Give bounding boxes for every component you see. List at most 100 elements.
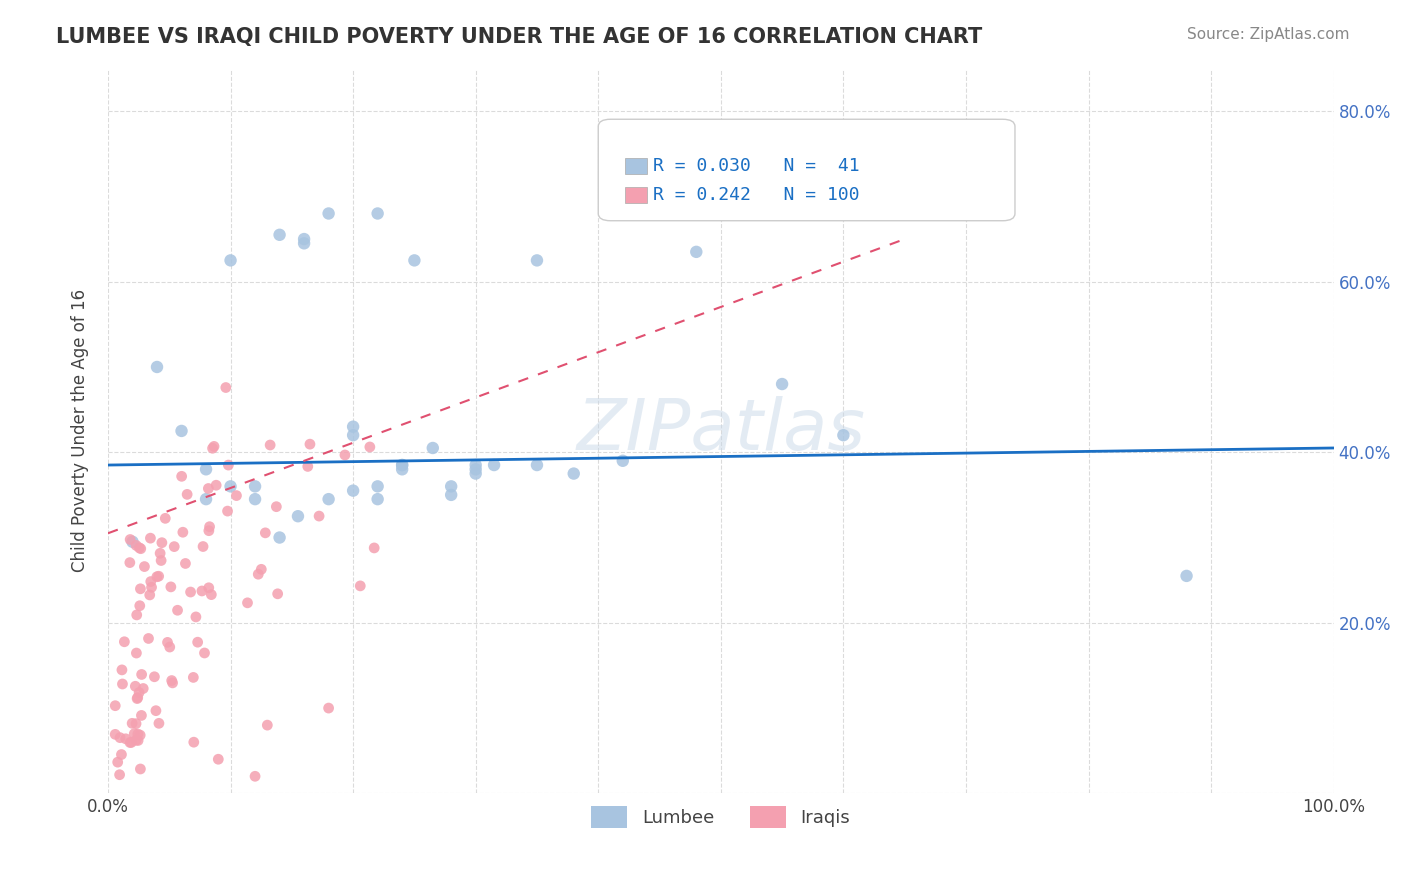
- Point: [139, 531, 162, 545]
- Point: [143, 670, 166, 684]
- FancyBboxPatch shape: [598, 120, 1015, 220]
- Point: [172, 525, 194, 540]
- Legend: Lumbee, Iraqis: Lumbee, Iraqis: [583, 798, 858, 835]
- Point: [256, 718, 278, 732]
- Point: [207, 752, 229, 766]
- Point: [217, 504, 239, 518]
- Point: [292, 236, 315, 251]
- Point: [342, 428, 364, 442]
- Point: [150, 535, 173, 549]
- Point: [138, 588, 160, 602]
- Point: [132, 681, 155, 696]
- Point: [197, 581, 219, 595]
- Point: [318, 701, 340, 715]
- Point: [118, 556, 141, 570]
- Point: [170, 424, 193, 438]
- Point: [125, 733, 148, 747]
- Point: [146, 359, 169, 374]
- Point: [349, 579, 371, 593]
- Point: [146, 570, 169, 584]
- Point: [134, 559, 156, 574]
- Point: [225, 489, 247, 503]
- Point: [124, 679, 146, 693]
- Point: [128, 685, 150, 699]
- Point: [125, 538, 148, 552]
- Point: [127, 691, 149, 706]
- Point: [198, 524, 221, 538]
- Point: [217, 458, 239, 472]
- Point: [108, 768, 131, 782]
- Point: [141, 580, 163, 594]
- Point: [125, 716, 148, 731]
- Point: [342, 483, 364, 498]
- Point: [308, 509, 330, 524]
- Point: [104, 698, 127, 713]
- Point: [440, 479, 463, 493]
- Point: [482, 458, 505, 472]
- Point: [111, 677, 134, 691]
- Point: [118, 735, 141, 749]
- Point: [243, 492, 266, 507]
- Point: [333, 448, 356, 462]
- Point: [150, 553, 173, 567]
- Point: [160, 673, 183, 688]
- Point: [174, 557, 197, 571]
- Point: [200, 588, 222, 602]
- Point: [193, 646, 215, 660]
- Point: [129, 582, 152, 596]
- Point: [292, 232, 315, 246]
- Point: [112, 634, 135, 648]
- Point: [359, 440, 381, 454]
- Point: [202, 439, 225, 453]
- Point: [120, 735, 142, 749]
- Point: [685, 244, 707, 259]
- Point: [198, 519, 221, 533]
- Point: [163, 540, 186, 554]
- FancyBboxPatch shape: [626, 158, 647, 174]
- Point: [191, 540, 214, 554]
- Point: [363, 541, 385, 555]
- Point: [266, 587, 288, 601]
- Point: [127, 690, 149, 705]
- Point: [404, 253, 426, 268]
- Point: [166, 603, 188, 617]
- Point: [111, 663, 134, 677]
- Point: [170, 469, 193, 483]
- Point: [127, 727, 149, 741]
- Point: [183, 735, 205, 749]
- Point: [298, 437, 321, 451]
- Point: [219, 479, 242, 493]
- Point: [131, 667, 153, 681]
- Point: [367, 492, 389, 507]
- Point: [129, 728, 152, 742]
- Point: [250, 562, 273, 576]
- Point: [526, 253, 548, 268]
- Point: [104, 727, 127, 741]
- Point: [149, 546, 172, 560]
- Point: [183, 670, 205, 684]
- Point: [367, 479, 389, 493]
- FancyBboxPatch shape: [626, 186, 647, 202]
- Point: [464, 462, 486, 476]
- Point: [176, 487, 198, 501]
- Point: [342, 419, 364, 434]
- Point: [243, 479, 266, 493]
- Point: [121, 534, 143, 549]
- Point: [129, 541, 152, 556]
- Point: [318, 206, 340, 220]
- Point: [205, 478, 228, 492]
- Point: [148, 716, 170, 731]
- Point: [215, 380, 238, 394]
- Point: [247, 567, 270, 582]
- Point: [259, 438, 281, 452]
- Point: [156, 635, 179, 649]
- Point: [197, 482, 219, 496]
- Point: [297, 459, 319, 474]
- Point: [125, 607, 148, 622]
- Point: [195, 462, 218, 476]
- Text: ZIPatlas: ZIPatlas: [576, 396, 865, 466]
- Point: [128, 599, 150, 613]
- Text: R = 0.030   N =  41: R = 0.030 N = 41: [654, 157, 860, 176]
- Point: [269, 531, 291, 545]
- Point: [1175, 569, 1198, 583]
